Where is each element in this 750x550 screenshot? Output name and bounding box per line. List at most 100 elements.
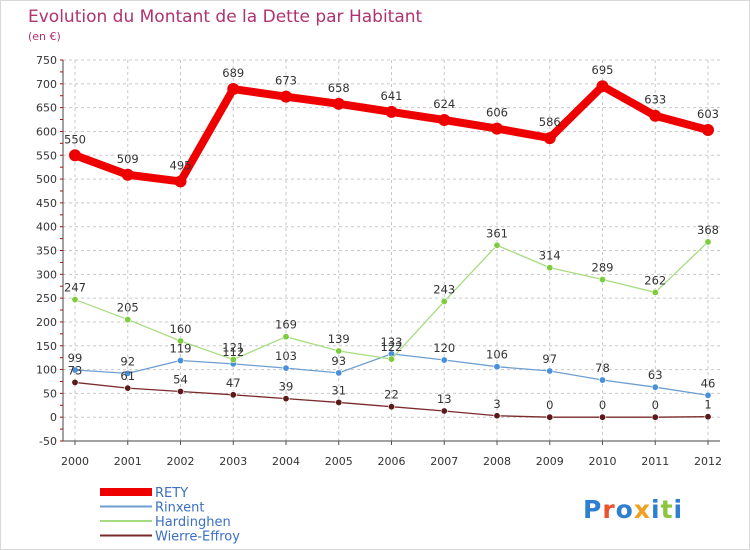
data-point-hardinghen	[440, 297, 448, 305]
data-point-rinxent	[493, 363, 501, 371]
data-label-rety: 641	[381, 89, 403, 103]
data-label-rety: 495	[170, 158, 192, 172]
logo-letter: o	[616, 495, 634, 524]
x-tick-label: 2008	[483, 455, 511, 468]
data-point-rinxent	[704, 391, 712, 399]
data-label-rety: 673	[275, 74, 297, 88]
data-point-rety	[280, 90, 292, 103]
data-point-wierre-effroy	[387, 403, 395, 411]
x-tick-label: 2010	[589, 455, 617, 468]
data-label-rety: 586	[539, 115, 561, 129]
legend-label-rinxent: Rinxent	[155, 501, 205, 516]
y-tick-label: 150	[36, 340, 57, 353]
data-label-hardinghen: 289	[592, 261, 614, 275]
data-point-hardinghen	[387, 355, 395, 363]
data-label-rety: 658	[328, 81, 350, 95]
data-label-hardinghen: 314	[539, 249, 561, 263]
data-point-wierre-effroy	[177, 387, 185, 395]
data-label-wierre-effroy: 39	[279, 380, 294, 394]
data-label-wierre-effroy: 0	[546, 398, 553, 412]
data-label-wierre-effroy: 0	[599, 398, 606, 412]
data-point-hardinghen	[229, 356, 237, 364]
data-point-wierre-effroy	[71, 378, 79, 386]
data-label-rety: 509	[117, 152, 139, 166]
data-label-rety: 689	[222, 66, 244, 80]
data-label-wierre-effroy: 1	[704, 398, 711, 412]
data-label-rinxent: 93	[331, 354, 346, 368]
proxiti-logo: Proxiti	[583, 495, 682, 524]
y-tick-label: 350	[36, 245, 57, 258]
data-point-rinxent	[598, 376, 606, 384]
data-point-wierre-effroy	[335, 398, 343, 406]
data-label-rety: 624	[433, 97, 455, 111]
data-label-hardinghen: 205	[117, 301, 139, 315]
data-label-wierre-effroy: 54	[173, 372, 188, 386]
data-point-rety	[596, 80, 609, 93]
data-point-wierre-effroy	[493, 412, 501, 420]
data-label-wierre-effroy: 13	[437, 392, 452, 406]
logo-letter: t	[661, 495, 674, 524]
x-tick-label: 2002	[167, 455, 195, 468]
data-label-hardinghen: 122	[381, 340, 403, 354]
data-label-rinxent: 46	[701, 376, 716, 390]
data-point-hardinghen	[335, 347, 343, 355]
data-point-rety	[332, 97, 345, 110]
data-point-rety	[227, 83, 240, 96]
data-point-rety	[491, 122, 503, 135]
data-label-wierre-effroy: 31	[331, 383, 346, 397]
logo-letter: x	[634, 495, 651, 524]
data-point-hardinghen	[282, 333, 290, 341]
data-point-wierre-effroy	[440, 407, 448, 415]
x-tick-label: 2007	[430, 455, 458, 468]
data-label-rety: 603	[697, 107, 719, 121]
chart-title: Evolution du Montant de la Dette par Hab…	[28, 7, 423, 27]
x-tick-label: 2009	[536, 455, 564, 468]
logo-letter: i	[651, 495, 661, 524]
data-point-wierre-effroy	[229, 391, 237, 399]
x-tick-label: 2012	[694, 455, 722, 468]
data-label-rinxent: 119	[170, 342, 192, 356]
data-point-rinxent	[651, 383, 659, 391]
data-label-wierre-effroy: 22	[384, 388, 399, 402]
data-point-wierre-effroy	[651, 413, 659, 421]
y-tick-label: 700	[36, 78, 57, 91]
data-point-rety	[438, 114, 451, 127]
data-point-wierre-effroy	[124, 384, 132, 392]
y-tick-label: 550	[36, 149, 57, 162]
data-label-hardinghen: 169	[275, 318, 297, 332]
logo-letter: P	[583, 495, 602, 524]
data-point-rinxent	[440, 356, 448, 364]
legend-label-wierre-effroy: Wierre-Effroy	[155, 530, 240, 545]
data-label-rinxent: 78	[595, 361, 610, 375]
x-tick-label: 2011	[641, 455, 669, 468]
data-point-hardinghen	[124, 316, 132, 324]
y-tick-label: 300	[36, 268, 57, 281]
data-point-wierre-effroy	[546, 413, 554, 421]
y-tick-label: 600	[36, 125, 57, 138]
data-point-hardinghen	[704, 238, 712, 246]
data-point-hardinghen	[598, 276, 606, 284]
data-point-rinxent	[546, 367, 554, 375]
data-label-hardinghen: 368	[697, 223, 719, 237]
y-tick-label: 100	[36, 364, 57, 377]
y-tick-label: 650	[36, 102, 57, 115]
legend-label-hardinghen: Hardinghen	[155, 515, 231, 530]
data-label-rinxent: 133	[381, 335, 403, 349]
data-label-rinxent: 97	[542, 352, 557, 366]
data-point-rety	[69, 149, 81, 162]
data-label-wierre-effroy: 73	[68, 363, 83, 377]
y-tick-label: 200	[36, 316, 57, 329]
data-point-rinxent	[177, 357, 185, 365]
data-label-rinxent: 99	[68, 351, 83, 365]
data-label-hardinghen: 361	[486, 226, 508, 240]
data-label-rety: 695	[592, 63, 614, 77]
data-label-rinxent: 120	[433, 341, 455, 355]
y-tick-label: 50	[43, 387, 57, 400]
x-tick-label: 2000	[61, 455, 89, 468]
data-point-rety	[702, 124, 714, 137]
data-point-rety	[649, 109, 662, 122]
